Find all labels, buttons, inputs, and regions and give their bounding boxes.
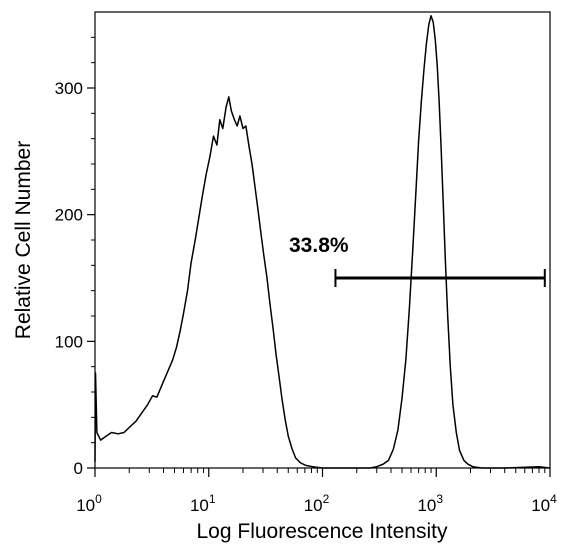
- y-tick-label: 300: [55, 79, 83, 98]
- x-axis-title: Log Fluorescence Intensity: [197, 520, 448, 543]
- histogram-line: [94, 15, 551, 469]
- x-major-ticks: [94, 468, 551, 477]
- x-tick-label: 101: [190, 492, 216, 515]
- x-tick-label: 102: [304, 492, 330, 515]
- x-tick-label: 100: [76, 492, 102, 515]
- y-tick-labels: 0 100 200 300: [55, 79, 83, 478]
- y-ticks: [87, 36, 95, 469]
- y-tick-label: 0: [74, 459, 83, 478]
- y-tick-label: 200: [55, 206, 83, 225]
- gate-percentage-label: 33.8%: [289, 234, 349, 257]
- x-tick-labels: 100 101 102 103 104: [76, 492, 557, 515]
- y-tick-label: 100: [55, 332, 83, 351]
- x-tick-label: 103: [417, 492, 443, 515]
- y-axis-title: Relative Cell Number: [12, 141, 35, 339]
- x-tick-label: 104: [531, 492, 557, 515]
- x-minor-ticks: [128, 468, 546, 473]
